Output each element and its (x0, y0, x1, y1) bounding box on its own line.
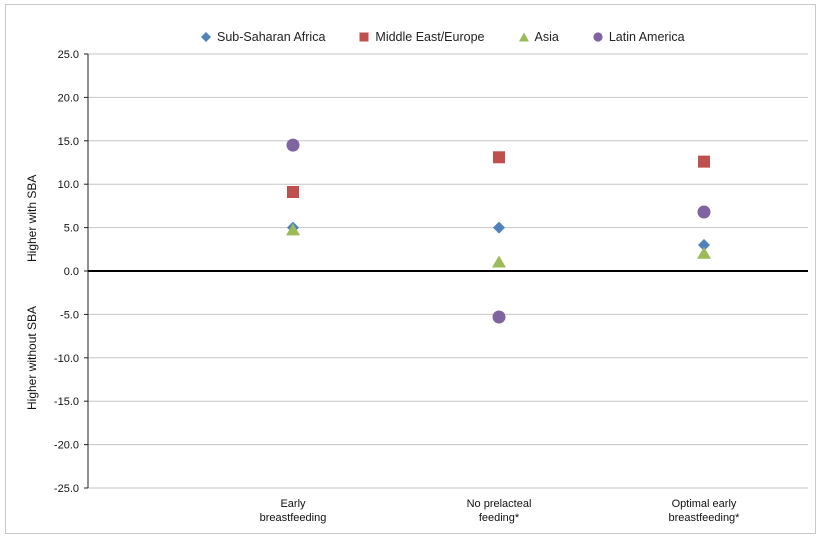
square-icon (359, 32, 369, 42)
data-point-circle (492, 310, 506, 324)
x-category-label: Early (280, 498, 306, 510)
x-category-label: breastfeeding* (669, 512, 741, 524)
legend-item-middle-east-europe: Middle East/Europe (358, 30, 485, 44)
legend-label: Middle East/Europe (375, 30, 485, 44)
y-tick-label: -15.0 (54, 396, 79, 408)
data-points (286, 138, 711, 324)
legend-item-sub-saharan-africa: Sub-Saharan Africa (200, 30, 325, 44)
axes (84, 53, 808, 489)
x-category-labels: Early breastfeeding No prelacteal feeding* O… (260, 498, 741, 524)
data-point-circle (697, 205, 711, 219)
data-point-triangle (492, 255, 506, 268)
x-category-label: feeding* (479, 512, 520, 524)
data-point-square (493, 151, 505, 164)
data-point-triangle (286, 223, 300, 236)
legend-label: Sub-Saharan Africa (217, 30, 326, 44)
data-point-square (287, 186, 299, 199)
data-point-square (698, 155, 710, 168)
y-tick-label: -20.0 (54, 440, 79, 452)
x-category-label: Optimal early (672, 498, 737, 510)
chart-frame (5, 4, 816, 534)
y-axis-title-upper: Higher with SBA (25, 174, 39, 262)
y-tick-label: -5.0 (60, 309, 79, 321)
data-point-diamond (698, 238, 710, 251)
y-tick-labels: 25.0 20.0 15.0 10.0 5.0 0.0 -5.0 -10.0 -15.0 -20.… (54, 49, 79, 495)
y-tick-label: 5.0 (64, 223, 79, 235)
legend-label: Latin America (608, 30, 685, 44)
y-tick-label: -25.0 (54, 483, 79, 495)
circle-icon (593, 32, 603, 42)
y-tick-label: 25.0 (58, 49, 79, 61)
data-point-diamond (493, 221, 505, 234)
x-category-label: No prelacteal (467, 498, 532, 510)
y-tick-label: 0.0 (64, 266, 79, 278)
y-tick-label: 15.0 (58, 136, 79, 148)
legend-label: Asia (534, 30, 559, 44)
triangle-icon (518, 32, 529, 42)
y-tick-label: 20.0 (58, 92, 79, 104)
x-category-label: breastfeeding (260, 512, 327, 524)
legend-item-asia: Asia (518, 30, 559, 44)
y-tick-label: -10.0 (54, 353, 79, 365)
diamond-icon (201, 32, 211, 42)
y-axis-title-lower: Higher without SBA (25, 305, 39, 410)
data-point-circle (286, 138, 300, 152)
legend-item-latin-america: Latin America (592, 30, 685, 44)
y-tick-label: 10.0 (58, 179, 79, 191)
data-point-triangle (697, 246, 711, 259)
gridlines (88, 53, 808, 489)
legend: Sub-Saharan Africa Middle East/Europe As… (200, 29, 685, 45)
